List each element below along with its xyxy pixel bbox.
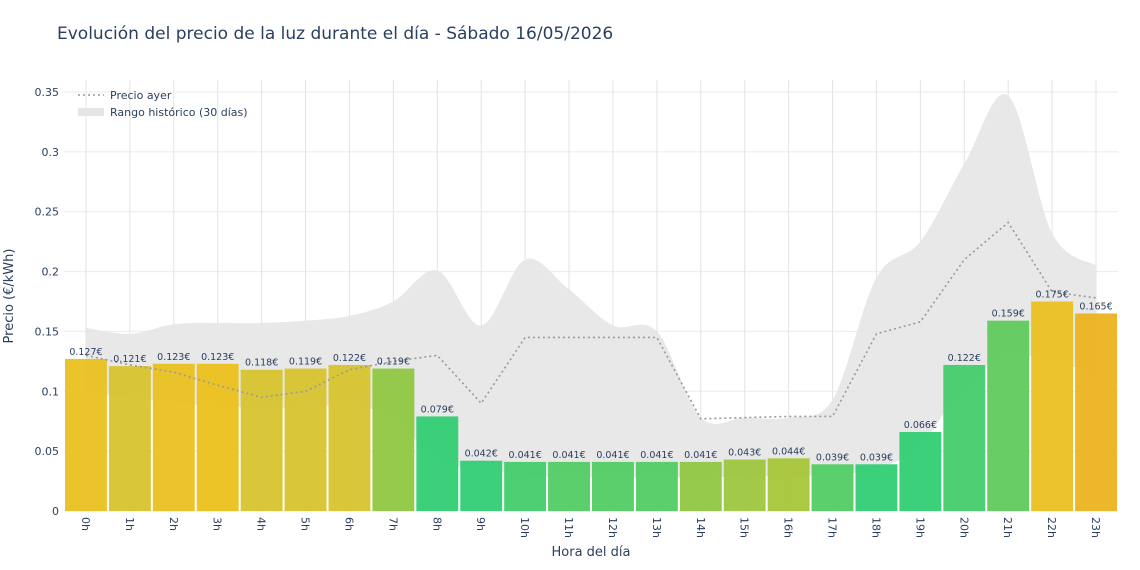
x-tick-label: 7h bbox=[386, 517, 399, 531]
x-tick-label: 14h bbox=[694, 517, 707, 538]
y-tick-label: 0.2 bbox=[42, 266, 60, 279]
x-tick-label: 18h bbox=[869, 517, 882, 538]
bar-label-23h: 0.165€ bbox=[1079, 301, 1112, 312]
x-tick-label: 13h bbox=[650, 517, 663, 538]
x-tick-label: 3h bbox=[211, 517, 224, 531]
bar-14h bbox=[679, 461, 722, 511]
x-tick-label: 2h bbox=[167, 517, 180, 531]
x-tick-label: 9h bbox=[474, 517, 487, 531]
bar-label-9h: 0.042€ bbox=[465, 449, 498, 460]
bar-label-0h: 0.127€ bbox=[69, 347, 102, 358]
x-tick-label: 15h bbox=[738, 517, 751, 538]
bar-22h bbox=[1031, 301, 1074, 511]
bar-6h bbox=[328, 364, 371, 511]
bar-label-17h: 0.039€ bbox=[816, 452, 849, 463]
bar-label-4h: 0.118€ bbox=[245, 358, 278, 369]
bar-16h bbox=[767, 458, 810, 511]
x-tick-label: 10h bbox=[518, 517, 531, 538]
y-tick-label: 0.3 bbox=[42, 146, 60, 159]
bar-10h bbox=[504, 461, 547, 511]
bar-label-12h: 0.041€ bbox=[596, 450, 629, 461]
bar-3h bbox=[196, 363, 239, 511]
yesterday-price-line bbox=[85, 221, 1097, 420]
bar-0h bbox=[65, 358, 107, 511]
bar-label-11h: 0.041€ bbox=[552, 450, 585, 461]
bar-label-2h: 0.123€ bbox=[157, 352, 190, 363]
x-tick-label: 5h bbox=[299, 517, 312, 531]
x-tick-label: 4h bbox=[255, 517, 268, 531]
bar-label-18h: 0.039€ bbox=[860, 452, 893, 463]
bar-label-3h: 0.123€ bbox=[201, 352, 234, 363]
bar-9h bbox=[460, 460, 503, 511]
yesterday-line bbox=[85, 221, 1097, 420]
y-axis-title: Precio (€/kWh) bbox=[2, 249, 17, 344]
bar-label-15h: 0.043€ bbox=[728, 448, 761, 459]
x-axis-title: Hora del día bbox=[552, 545, 631, 560]
bar-7h bbox=[372, 368, 415, 511]
x-axis: 0h 1h 2h 3h 4h 5h 6h 7h 8h 9h 10h 11h 12h 13h 14h 15h 16… bbox=[79, 517, 1102, 538]
bar-label-8h: 0.079€ bbox=[421, 404, 454, 415]
bars bbox=[65, 301, 1117, 511]
bar-12h bbox=[592, 461, 634, 511]
bar-label-7h: 0.119€ bbox=[377, 357, 410, 368]
bar-label-1h: 0.121€ bbox=[113, 354, 146, 365]
legend-label-rango: Rango histórico (30 días) bbox=[110, 106, 248, 119]
bar-2h bbox=[152, 363, 195, 511]
x-tick-label: 19h bbox=[913, 517, 926, 538]
x-tick-label: 12h bbox=[606, 517, 619, 538]
bar-label-19h: 0.066€ bbox=[904, 420, 937, 431]
bar-23h bbox=[1075, 313, 1117, 511]
legend: Precio ayer Rango histórico (30 días) bbox=[78, 89, 248, 119]
bar-4h bbox=[240, 369, 283, 511]
x-tick-label: 21h bbox=[1001, 517, 1014, 538]
x-tick-label: 0h bbox=[79, 517, 92, 531]
bar-label-22h: 0.175€ bbox=[1036, 290, 1069, 301]
bar-13h bbox=[635, 461, 678, 511]
x-tick-label: 11h bbox=[562, 517, 575, 538]
bar-17h bbox=[811, 464, 854, 511]
bar-label-13h: 0.041€ bbox=[640, 450, 673, 461]
bar-label-16h: 0.044€ bbox=[772, 446, 805, 457]
y-tick-label: 0 bbox=[52, 505, 59, 518]
x-tick-label: 8h bbox=[430, 517, 443, 531]
bar-label-6h: 0.122€ bbox=[333, 353, 366, 364]
y-tick-label: 0.35 bbox=[35, 86, 60, 99]
bar-15h bbox=[723, 459, 766, 511]
bar-11h bbox=[548, 461, 590, 511]
y-tick-label: 0.05 bbox=[35, 445, 60, 458]
bar-8h bbox=[416, 416, 459, 511]
y-tick-label: 0.15 bbox=[35, 325, 60, 338]
y-tick-label: 0.25 bbox=[35, 206, 60, 219]
bar-label-10h: 0.041€ bbox=[509, 450, 542, 461]
y-tick-label: 0.1 bbox=[42, 385, 60, 398]
bar-1h bbox=[108, 366, 151, 511]
bar-20h bbox=[943, 364, 986, 511]
x-tick-label: 1h bbox=[123, 517, 136, 531]
bar-18h bbox=[855, 464, 898, 511]
bar-5h bbox=[284, 368, 327, 511]
bar-19h bbox=[899, 431, 942, 511]
legend-swatch-rango bbox=[78, 108, 104, 116]
bar-labels: 0.127€ 0.121€ 0.123€ 0.123€ 0.118€ 0.119€ 0.12… bbox=[69, 290, 1112, 464]
bar-21h bbox=[987, 320, 1030, 511]
x-tick-label: 16h bbox=[782, 517, 795, 538]
x-tick-label: 20h bbox=[957, 517, 970, 538]
bar-label-20h: 0.122€ bbox=[948, 353, 981, 364]
bar-label-5h: 0.119€ bbox=[289, 357, 322, 368]
legend-label-precio-ayer: Precio ayer bbox=[110, 89, 172, 102]
x-tick-label: 23h bbox=[1089, 517, 1102, 538]
x-tick-label: 17h bbox=[826, 517, 839, 538]
bar-label-21h: 0.159€ bbox=[992, 309, 1025, 320]
y-axis: 0 0.05 0.1 0.15 0.2 0.25 0.3 0.35 bbox=[35, 86, 60, 518]
chart-title: Evolución del precio de la luz durante e… bbox=[57, 24, 613, 44]
bar-label-14h: 0.041€ bbox=[684, 450, 717, 461]
x-tick-label: 6h bbox=[342, 517, 355, 531]
x-tick-label: 22h bbox=[1045, 517, 1058, 538]
